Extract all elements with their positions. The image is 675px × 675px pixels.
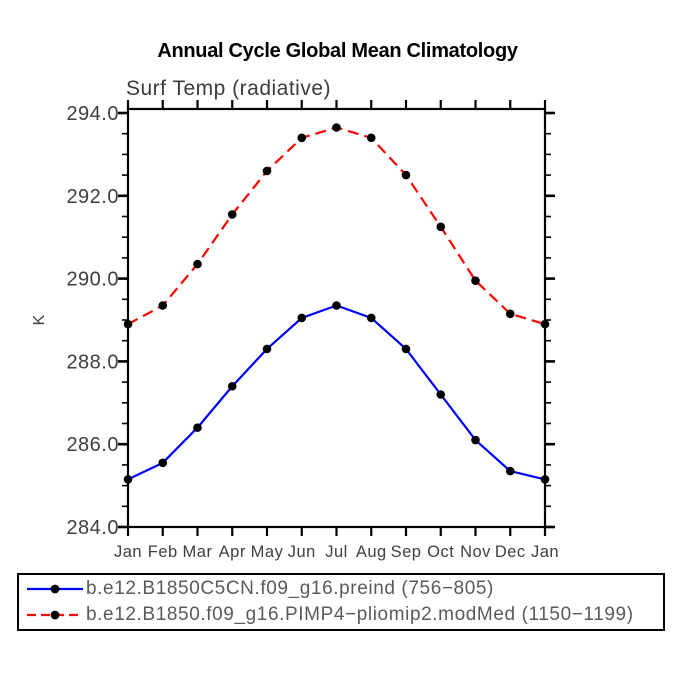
chart-title: Annual Cycle Global Mean Climatology	[157, 40, 518, 62]
svg-text:294.0: 294.0	[66, 103, 119, 125]
svg-text:May: May	[251, 543, 284, 561]
svg-text:284.0: 284.0	[66, 517, 119, 539]
legend-marker-dot-icon	[50, 584, 60, 594]
svg-text:Aug: Aug	[356, 543, 387, 561]
svg-text:290.0: 290.0	[66, 269, 119, 291]
svg-text:Nov: Nov	[460, 543, 491, 561]
svg-text:Jan: Jan	[531, 543, 559, 561]
svg-text:Mar: Mar	[183, 543, 213, 561]
legend-box: b.e12.B1850C5CN.f09_g16.preind (756−805)…	[17, 573, 665, 631]
svg-text:288.0: 288.0	[66, 351, 119, 373]
legend-item-pliomip: b.e12.B1850.f09_g16.PIMP4−pliomip2.modMe…	[25, 603, 663, 627]
svg-text:Sep: Sep	[391, 543, 422, 561]
svg-text:Jun: Jun	[288, 543, 316, 561]
svg-text:Feb: Feb	[148, 543, 178, 561]
legend-label-pliomip: b.e12.B1850.f09_g16.PIMP4−pliomip2.modMe…	[86, 604, 634, 625]
svg-text:286.0: 286.0	[66, 434, 119, 456]
legend-item-preind: b.e12.B1850C5CN.f09_g16.preind (756−805)	[25, 577, 663, 601]
svg-text:K: K	[31, 314, 48, 325]
svg-text:Dec: Dec	[495, 543, 526, 561]
svg-text:Apr: Apr	[219, 543, 246, 561]
svg-text:292.0: 292.0	[66, 186, 119, 208]
svg-text:Jan: Jan	[114, 543, 142, 561]
chart-subtitle: Surf Temp (radiative)	[126, 77, 332, 100]
legend-marker-dot-icon	[50, 610, 60, 620]
legend-line-red-dashed-icon	[27, 610, 83, 620]
svg-text:Oct: Oct	[427, 543, 454, 561]
svg-text:Jul: Jul	[325, 543, 348, 561]
legend-label-preind: b.e12.B1850C5CN.f09_g16.preind (756−805)	[86, 578, 494, 599]
legend-line-blue-solid-icon	[27, 584, 83, 594]
